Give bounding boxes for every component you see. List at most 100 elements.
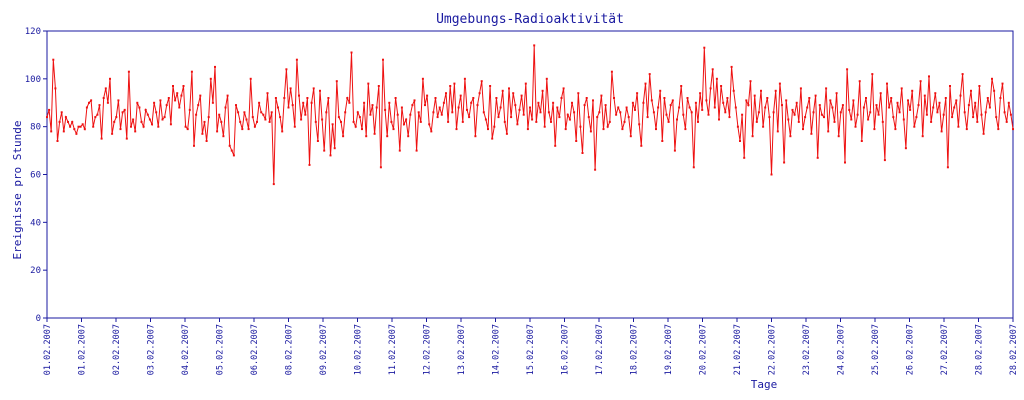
data-point	[274, 97, 277, 99]
data-point	[424, 104, 426, 107]
data-point	[877, 113, 880, 116]
data-point	[73, 128, 76, 131]
data-point	[785, 99, 788, 102]
data-point	[984, 111, 987, 114]
data-point	[739, 140, 741, 142]
data-point	[657, 106, 660, 109]
data-point	[795, 101, 798, 104]
data-point	[789, 135, 792, 138]
data-point	[283, 97, 286, 99]
data-point	[659, 89, 662, 92]
data-point	[793, 113, 796, 116]
data-point	[814, 94, 817, 97]
data-point	[434, 97, 437, 99]
data-point	[585, 97, 588, 99]
data-point	[808, 97, 811, 99]
data-point	[818, 104, 821, 107]
data-point	[495, 97, 498, 99]
data-point	[724, 111, 727, 114]
data-point	[705, 99, 708, 102]
data-point	[932, 106, 935, 109]
data-point	[844, 161, 846, 164]
data-point	[642, 101, 645, 104]
data-point	[755, 120, 758, 123]
x-tick-label: 10.02.2007	[354, 324, 364, 375]
x-tick-label: 18.02.2007	[630, 324, 640, 375]
data-point	[720, 85, 723, 87]
data-point	[144, 108, 147, 111]
data-point	[942, 113, 945, 116]
x-tick-label: 05.02.2007	[216, 324, 226, 375]
data-point	[455, 128, 458, 131]
data-point	[907, 99, 909, 102]
data-point	[411, 104, 414, 107]
data-point	[461, 120, 464, 123]
data-point	[841, 104, 844, 107]
data-point	[648, 73, 651, 76]
data-point	[136, 101, 139, 104]
x-tick-label: 21.02.2007	[733, 324, 743, 375]
data-point	[883, 159, 886, 162]
data-point	[440, 113, 443, 116]
data-point	[726, 97, 729, 99]
data-point	[627, 116, 630, 119]
data-point	[520, 94, 523, 97]
data-point	[497, 116, 500, 119]
data-point	[888, 106, 891, 109]
data-point	[369, 113, 372, 116]
series-layer	[46, 44, 1014, 186]
data-point	[827, 130, 830, 133]
data-point	[348, 101, 351, 104]
data-point	[463, 77, 466, 80]
data-point	[772, 111, 775, 114]
data-point	[279, 116, 282, 119]
data-point	[867, 118, 870, 121]
data-point	[466, 108, 468, 111]
data-point	[375, 106, 378, 109]
data-point	[88, 101, 90, 104]
data-point	[325, 111, 328, 114]
data-point	[564, 128, 567, 131]
data-point	[953, 106, 956, 109]
data-point	[692, 166, 695, 169]
x-tick-label: 03.02.2007	[147, 324, 157, 375]
data-point	[371, 104, 374, 107]
data-point	[298, 94, 300, 97]
data-point	[665, 113, 668, 116]
data-point	[596, 116, 599, 119]
data-point	[587, 116, 590, 119]
data-point	[331, 123, 334, 126]
data-point	[602, 128, 605, 131]
data-point	[537, 101, 540, 104]
data-point	[986, 97, 989, 99]
data-point	[329, 154, 332, 157]
x-tick-label: 09.02.2007	[319, 324, 329, 375]
data-point	[1001, 82, 1004, 85]
data-point	[631, 101, 634, 104]
data-point	[713, 106, 716, 109]
data-point	[169, 123, 172, 126]
data-point	[468, 116, 471, 119]
data-point	[94, 116, 97, 119]
data-point	[228, 144, 231, 147]
data-point	[896, 101, 899, 104]
data-point	[503, 120, 506, 123]
data-point	[997, 128, 1000, 131]
data-point	[262, 113, 265, 116]
data-point	[104, 87, 107, 90]
data-point	[1007, 101, 1010, 104]
data-point	[54, 87, 57, 90]
data-point	[835, 92, 838, 95]
data-point	[335, 80, 338, 83]
axes: 0 20 40 60 80 100 120 01.02.2007 01.02.2007 02.02…	[25, 27, 1019, 375]
x-tick-label: 25.02.2007	[871, 324, 881, 375]
data-point	[791, 108, 794, 111]
data-point	[988, 106, 991, 109]
data-point	[151, 123, 153, 126]
data-point	[583, 104, 586, 107]
data-point	[690, 111, 693, 114]
data-point	[321, 118, 324, 121]
data-point	[48, 108, 51, 111]
data-point	[652, 111, 655, 114]
data-point	[365, 135, 368, 138]
